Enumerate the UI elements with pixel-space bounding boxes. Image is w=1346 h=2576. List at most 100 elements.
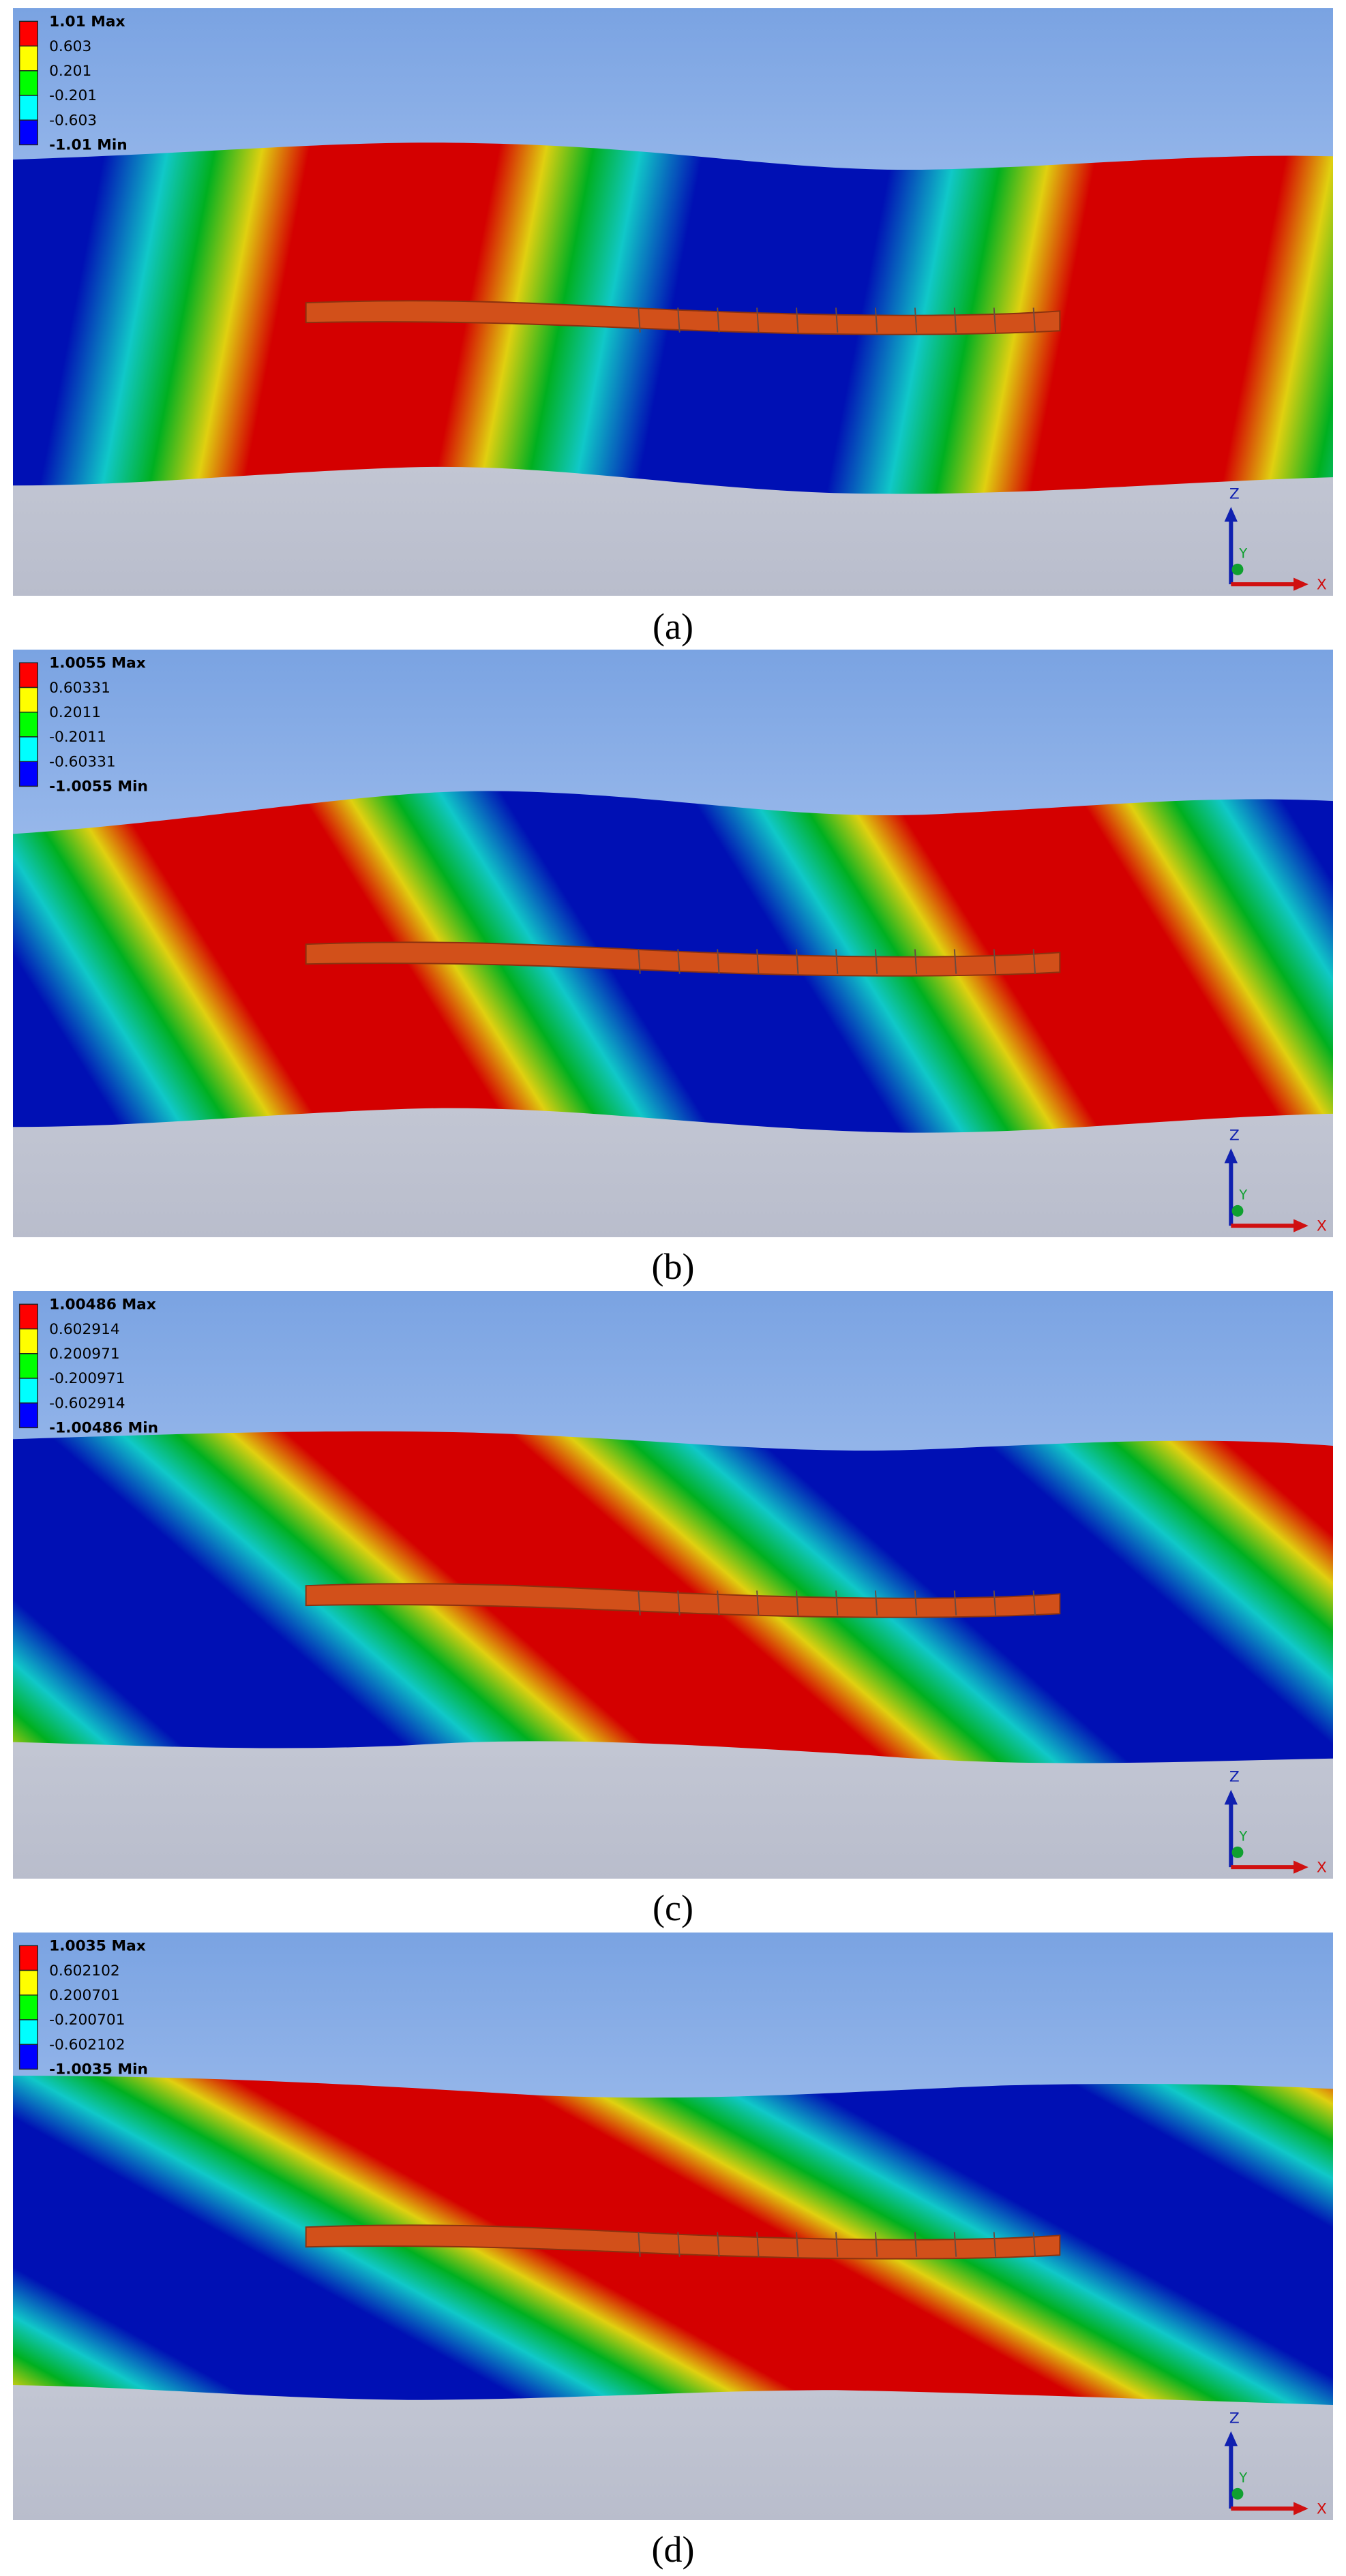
x-label: X: [1317, 576, 1327, 593]
legend-label: 1.0055 Max: [49, 655, 146, 672]
x-label: X: [1317, 2500, 1327, 2517]
y-label: Y: [1238, 2470, 1247, 2485]
z-arrow: [1224, 506, 1238, 522]
x-label: X: [1317, 1217, 1327, 1234]
legend-swatch: [18, 1303, 38, 1330]
beam-segment: [953, 2232, 957, 2257]
beam-segment: [953, 949, 957, 974]
contour-panel: 1.0055 Max 0.60331 0.2011 -0.2011 -0.60331 -1…: [13, 650, 1333, 1237]
beam-segment: [717, 949, 720, 974]
caption: (c): [653, 1888, 693, 1928]
y-axis: [1231, 2487, 1244, 2500]
beam-segment: [638, 2232, 641, 2257]
z-label: Z: [1229, 1127, 1240, 1145]
beam-segment: [756, 949, 760, 974]
beam-segment: [914, 307, 918, 333]
beam: [305, 300, 1061, 335]
beam-segment: [914, 949, 918, 974]
legend-swatch: [18, 20, 38, 47]
x-arrow: [1293, 1860, 1308, 1874]
beam-segment: [874, 307, 878, 333]
y-label: Y: [1238, 545, 1247, 561]
beam: [305, 941, 1061, 977]
beam-segment: [953, 307, 957, 333]
legend-label: 1.00486 Max: [49, 1297, 156, 1314]
beam-segment: [914, 1590, 918, 1616]
legend-swatch: [18, 95, 38, 121]
beam-segment: [1032, 2232, 1036, 2257]
legend-label: 1.0035 Max: [49, 1938, 146, 1955]
beam-segment: [993, 307, 997, 333]
beam-segment: [835, 2232, 839, 2257]
beam-segment: [677, 949, 681, 974]
beam-segment: [1032, 1590, 1036, 1616]
z-label: Z: [1229, 2410, 1240, 2427]
legend-label: 0.602914: [49, 1321, 120, 1338]
caption: (a): [653, 606, 693, 647]
beam: [305, 1583, 1061, 1618]
beam-segment: [1032, 307, 1036, 333]
beam-segment: [874, 2232, 878, 2257]
legend-label: -0.200701: [49, 2012, 125, 2029]
legend-swatch: [18, 2044, 38, 2070]
z-label: Z: [1229, 1769, 1240, 1786]
beam-segment: [993, 1590, 997, 1616]
legend-swatch: [18, 1402, 38, 1429]
y-axis: [1231, 563, 1244, 575]
beam-segment: [953, 1590, 957, 1616]
z-label: Z: [1229, 486, 1240, 503]
legend-swatch: [18, 1995, 38, 2020]
beam-segment: [756, 2232, 760, 2257]
legend-label: -0.603: [49, 112, 97, 129]
legend-label: -0.201: [49, 87, 97, 104]
beam-segment: [756, 1590, 760, 1616]
beam-segment: [1032, 949, 1036, 974]
beam-segment: [717, 307, 720, 333]
y-axis: [1231, 1846, 1244, 1858]
legend-label: 0.60331: [49, 680, 110, 697]
legend-label: 0.2011: [49, 704, 101, 721]
beam-segment: [756, 307, 760, 333]
legend-swatch: [18, 1969, 38, 1996]
legend-swatch: [18, 712, 38, 738]
legend-label: 0.602102: [49, 1963, 120, 1980]
beam-segment: [835, 307, 839, 333]
legend-swatch: [18, 45, 38, 72]
beam-segment: [993, 949, 997, 974]
z-arrow: [1224, 1789, 1238, 1805]
y-label: Y: [1238, 1187, 1247, 1202]
legend-label: -1.01 Min: [49, 137, 128, 154]
x-arrow: [1293, 2502, 1308, 2515]
beam-segment: [717, 2232, 720, 2257]
beam-segment: [796, 949, 799, 974]
legend-label: -0.2011: [49, 729, 106, 746]
legend-swatch: [18, 1353, 38, 1379]
legend-swatch: [18, 686, 38, 713]
contour-panel: 1.0035 Max 0.602102 0.200701 -0.200701 -0.60…: [13, 1933, 1333, 2520]
beam-segment: [677, 307, 681, 333]
legend-label: -0.60331: [49, 753, 116, 770]
legend-swatch: [18, 736, 38, 762]
beam-segment: [835, 949, 839, 974]
beam-segment: [796, 307, 799, 333]
beam-segment: [796, 2232, 799, 2257]
beam-segment: [874, 949, 878, 974]
legend-swatch: [18, 1378, 38, 1404]
legend-swatch: [18, 119, 38, 146]
x-arrow: [1293, 1219, 1308, 1232]
beam-segment: [677, 2232, 681, 2257]
legend-label: -1.0035 Min: [49, 2061, 148, 2078]
legend-label: -0.200971: [49, 1370, 125, 1387]
z-arrow: [1224, 1148, 1238, 1164]
legend-swatch: [18, 1945, 38, 1971]
beam-segment: [993, 2232, 997, 2257]
beam: [305, 2224, 1061, 2260]
legend-label: 0.200701: [49, 1987, 120, 2004]
caption: (d): [651, 2529, 695, 2570]
legend-swatch: [18, 662, 38, 688]
beam-segment: [835, 1590, 839, 1616]
x-label: X: [1317, 1859, 1327, 1876]
legend-label: 0.200971: [49, 1346, 120, 1363]
legend-label: -0.602102: [49, 2036, 125, 2053]
